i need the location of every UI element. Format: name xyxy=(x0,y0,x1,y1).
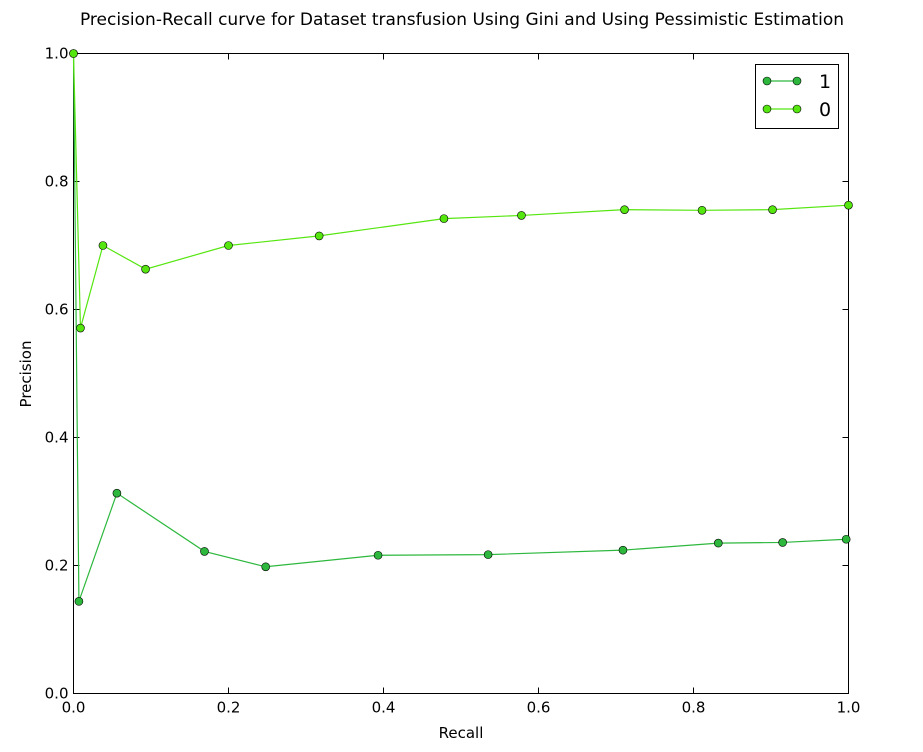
x-tick-label: 0.6 xyxy=(527,699,551,717)
y-tick-label: 0.2 xyxy=(45,557,69,575)
data-point-1-2 xyxy=(112,488,122,498)
data-point-0-5 xyxy=(314,231,324,241)
data-point-0-10 xyxy=(768,205,777,214)
data-point-0-4 xyxy=(224,241,233,250)
data-point-1-6 xyxy=(483,550,493,559)
y-axis-label: Precision xyxy=(17,341,35,408)
legend: 10 xyxy=(755,64,839,129)
y-tick-label: 0.8 xyxy=(45,173,69,191)
data-point-0-7 xyxy=(517,211,526,220)
legend-label-1: 1 xyxy=(819,71,831,93)
legend-marker-1 xyxy=(762,76,772,86)
x-tick-label: 0.8 xyxy=(682,699,706,717)
data-point-1-8 xyxy=(713,538,723,548)
axis-ticks: 0.0 0.2 0.4 0.6 0.8 1.0 0.0 0.2 0.4 0.6 0.8 1.0 xyxy=(45,45,861,717)
legend-box xyxy=(755,64,839,129)
data-point-0-2 xyxy=(98,241,108,250)
x-tick-label: 1.0 xyxy=(837,699,861,717)
data-point-0-3 xyxy=(141,264,150,274)
data-point-0-11 xyxy=(844,200,853,210)
series-line-1 xyxy=(72,53,847,602)
x-tick-label: 0.4 xyxy=(372,699,396,717)
legend-marker-1 xyxy=(792,76,802,86)
data-point-0-6 xyxy=(439,214,449,223)
data-point-0-1 xyxy=(76,323,85,333)
data-point-0-8 xyxy=(620,205,629,214)
y-tick-label: 1.0 xyxy=(45,45,69,63)
data-point-1-10 xyxy=(841,534,851,544)
data-point-0-0 xyxy=(69,49,78,58)
data-point-1-5 xyxy=(373,550,383,560)
x-tick-label: 0.0 xyxy=(62,699,86,717)
y-tick-label: 0.4 xyxy=(45,429,69,447)
series-line-0 xyxy=(72,53,849,329)
data-point-1-7 xyxy=(618,545,628,555)
y-tick-label: 0.0 xyxy=(45,685,69,703)
chart-title: Precision-Recall curve for Dataset trans… xyxy=(80,10,844,30)
data-point-1-9 xyxy=(778,538,787,547)
data-point-1-1 xyxy=(74,597,84,606)
data-point-1-4 xyxy=(261,562,271,572)
data-point-0-9 xyxy=(697,206,707,215)
y-tick-label: 0.6 xyxy=(45,301,69,319)
x-tick-label: 0.2 xyxy=(217,699,241,717)
plot-area xyxy=(73,53,849,694)
series-1 xyxy=(69,49,851,606)
x-axis-label: Recall xyxy=(439,724,484,742)
legend-marker-0 xyxy=(762,104,772,114)
data-point-1-3 xyxy=(200,547,209,556)
legend-label-0: 0 xyxy=(819,99,831,121)
series-0 xyxy=(69,49,853,333)
legend-marker-0 xyxy=(792,104,802,114)
series-layer xyxy=(69,49,853,606)
